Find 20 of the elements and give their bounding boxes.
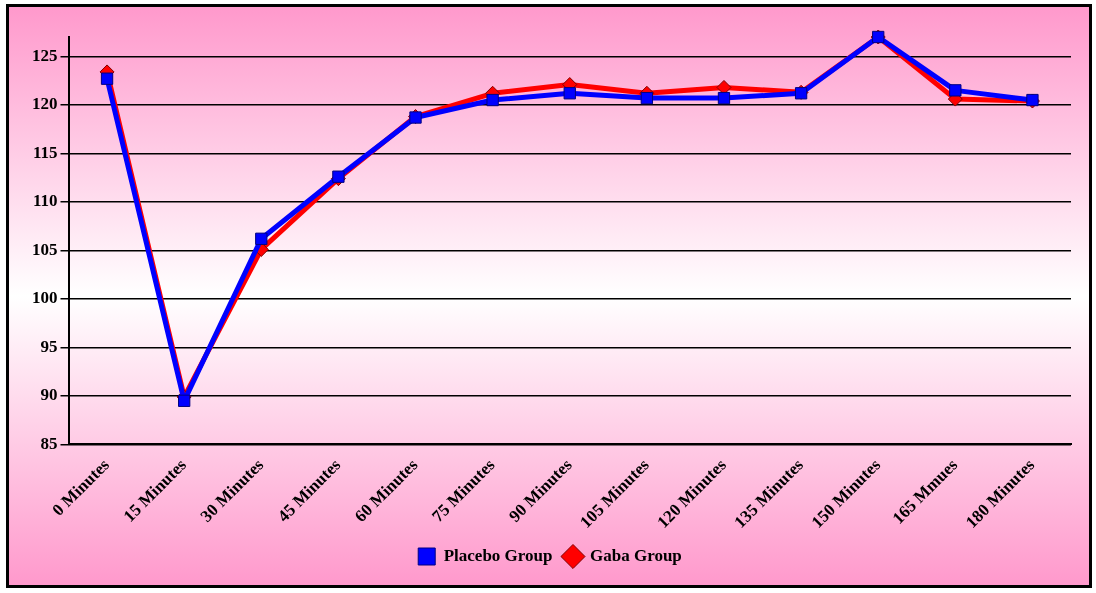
y-tick-label: 85 (40, 433, 58, 453)
point (486, 93, 499, 107)
point (640, 91, 654, 105)
y-tick-label: 105 (32, 239, 58, 259)
y-tick-label: 95 (40, 336, 58, 356)
point (100, 72, 114, 85)
point (949, 84, 962, 97)
y-tick-label: 115 (32, 142, 58, 162)
point (563, 87, 576, 100)
legend-label: Gaba Group (589, 545, 682, 565)
y-tick-label: 110 (32, 191, 58, 211)
y-tick-label: 100 (32, 288, 58, 308)
y-tick-label: 125 (32, 45, 58, 65)
point (178, 394, 191, 407)
point (332, 170, 345, 183)
point (255, 232, 268, 245)
y-tick-label: 90 (40, 385, 58, 405)
legend-label: Placebo Group (443, 545, 553, 565)
point (717, 91, 731, 105)
y-tick-label: 120 (32, 94, 58, 114)
